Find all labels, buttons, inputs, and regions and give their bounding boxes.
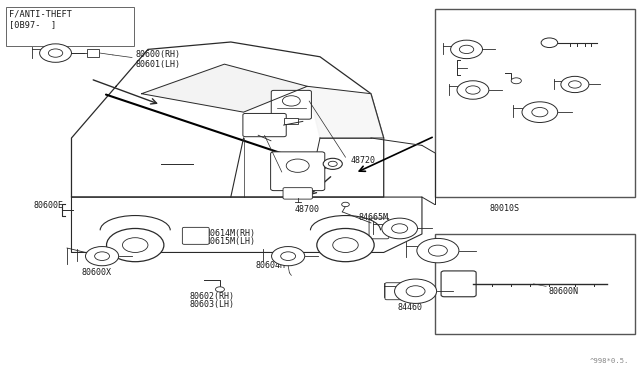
Circle shape <box>342 202 349 207</box>
Polygon shape <box>307 86 384 138</box>
Text: 80010S: 80010S <box>490 203 520 213</box>
Text: 80600(RH): 80600(RH) <box>135 51 180 60</box>
Text: 84460: 84460 <box>397 303 423 312</box>
Circle shape <box>95 252 109 260</box>
Text: 48750: 48750 <box>287 170 312 179</box>
Circle shape <box>394 279 436 304</box>
Bar <box>6 7 134 46</box>
Bar <box>88 49 99 57</box>
Text: ^998*0.5.: ^998*0.5. <box>589 358 629 364</box>
Polygon shape <box>72 197 422 253</box>
Circle shape <box>522 102 557 122</box>
FancyBboxPatch shape <box>441 271 476 297</box>
Circle shape <box>106 228 164 262</box>
FancyBboxPatch shape <box>271 90 312 119</box>
FancyBboxPatch shape <box>182 227 209 244</box>
Circle shape <box>392 224 408 233</box>
Bar <box>284 118 298 124</box>
Circle shape <box>317 228 374 262</box>
Text: 48720: 48720 <box>351 155 376 165</box>
Circle shape <box>457 81 489 99</box>
Circle shape <box>561 76 589 93</box>
FancyBboxPatch shape <box>369 218 389 239</box>
Circle shape <box>541 38 557 48</box>
Circle shape <box>122 238 148 253</box>
Text: 48700A: 48700A <box>294 182 324 190</box>
Circle shape <box>428 245 447 256</box>
Bar <box>435 234 636 334</box>
Polygon shape <box>141 64 307 112</box>
Circle shape <box>216 287 225 292</box>
Text: 80600E: 80600E <box>33 201 63 210</box>
Polygon shape <box>72 42 384 197</box>
Circle shape <box>328 161 337 166</box>
Text: 80601(LH): 80601(LH) <box>135 60 180 69</box>
Text: 80614M(RH): 80614M(RH) <box>205 229 255 238</box>
Circle shape <box>466 86 480 94</box>
Bar <box>435 9 636 197</box>
FancyBboxPatch shape <box>243 113 286 137</box>
Circle shape <box>532 108 548 117</box>
Circle shape <box>460 45 474 54</box>
Text: 80600N: 80600N <box>548 287 578 296</box>
Text: 84665M: 84665M <box>358 213 388 222</box>
FancyBboxPatch shape <box>385 283 404 300</box>
Text: 80600X: 80600X <box>81 268 111 277</box>
Text: 48700: 48700 <box>294 205 319 215</box>
Text: F/ANTI-THEFT
[0B97-  ]: F/ANTI-THEFT [0B97- ] <box>9 10 72 29</box>
FancyBboxPatch shape <box>271 152 324 190</box>
Circle shape <box>568 81 581 88</box>
Circle shape <box>323 158 342 169</box>
Circle shape <box>286 159 309 172</box>
Circle shape <box>406 286 425 297</box>
Text: 80615M(LH): 80615M(LH) <box>205 237 255 246</box>
Circle shape <box>86 247 118 266</box>
Circle shape <box>417 238 459 263</box>
Circle shape <box>511 78 522 84</box>
Text: 80603(LH): 80603(LH) <box>189 300 234 310</box>
Text: 80602(RH): 80602(RH) <box>189 292 234 301</box>
Circle shape <box>49 49 63 57</box>
Circle shape <box>333 238 358 253</box>
Circle shape <box>282 96 300 106</box>
Circle shape <box>382 218 417 239</box>
Circle shape <box>271 247 305 266</box>
FancyBboxPatch shape <box>283 187 312 199</box>
Circle shape <box>451 40 483 59</box>
Circle shape <box>40 44 72 62</box>
Circle shape <box>281 252 296 260</box>
Text: 80604H: 80604H <box>255 261 285 270</box>
